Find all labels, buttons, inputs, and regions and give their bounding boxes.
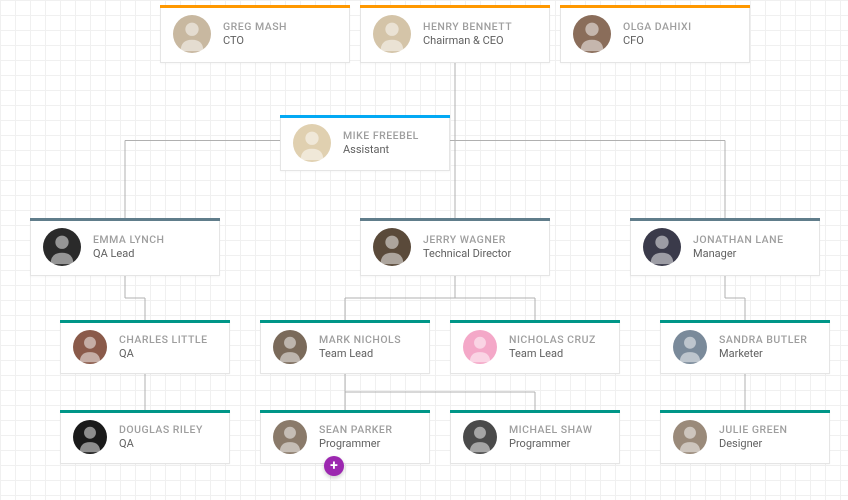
person-role: Team Lead xyxy=(319,347,401,361)
avatar xyxy=(173,15,211,53)
card-accent xyxy=(660,320,830,323)
card-info: JULIE GREENDesigner xyxy=(719,423,787,451)
org-card-mike[interactable]: MIKE FREEBELAssistant xyxy=(280,115,450,171)
org-card-michael[interactable]: MICHAEL SHAWProgrammer xyxy=(450,410,620,464)
org-card-charles[interactable]: CHARLES LITTLEQA xyxy=(60,320,230,374)
org-card-olga[interactable]: OLGA DAHIXICFO xyxy=(560,5,750,63)
card-info: JERRY WAGNERTechnical Director xyxy=(423,233,511,261)
avatar xyxy=(643,228,681,266)
card-accent xyxy=(160,5,350,8)
org-card-julie[interactable]: JULIE GREENDesigner xyxy=(660,410,830,464)
card-info: MICHAEL SHAWProgrammer xyxy=(509,423,593,451)
org-card-nicholas[interactable]: NICHOLAS CRUZTeam Lead xyxy=(450,320,620,374)
person-name: MARK NICHOLS xyxy=(319,333,401,347)
person-name: MIKE FREEBEL xyxy=(343,129,419,143)
card-accent xyxy=(360,218,550,221)
card-info: JONATHAN LANEManager xyxy=(693,233,784,261)
person-role: QA xyxy=(119,437,203,451)
org-card-jerry[interactable]: JERRY WAGNERTechnical Director xyxy=(360,218,550,276)
org-card-sandra[interactable]: SANDRA BUTLERMarketer xyxy=(660,320,830,374)
person-name: EMMA LYNCH xyxy=(93,233,165,247)
avatar xyxy=(573,15,611,53)
person-role: CFO xyxy=(623,34,692,48)
avatar xyxy=(293,124,331,162)
card-accent xyxy=(560,5,750,8)
card-accent xyxy=(630,218,820,221)
card-accent xyxy=(30,218,220,221)
card-accent xyxy=(450,320,620,323)
card-accent xyxy=(660,410,830,413)
person-name: SANDRA BUTLER xyxy=(719,333,807,347)
person-role: Manager xyxy=(693,247,784,261)
person-role: QA xyxy=(119,347,208,361)
avatar xyxy=(273,420,307,454)
card-info: SEAN PARKERProgrammer xyxy=(319,423,392,451)
card-accent xyxy=(260,410,430,413)
card-accent xyxy=(60,410,230,413)
org-card-sean[interactable]: SEAN PARKERProgrammer xyxy=(260,410,430,464)
card-accent xyxy=(450,410,620,413)
person-role: Team Lead xyxy=(509,347,596,361)
person-role: QA Lead xyxy=(93,247,165,261)
card-info: GREG MASHCTO xyxy=(223,20,287,48)
person-name: SEAN PARKER xyxy=(319,423,392,437)
person-name: HENRY BENNETT xyxy=(423,20,512,34)
org-card-greg[interactable]: GREG MASHCTO xyxy=(160,5,350,63)
person-name: JONATHAN LANE xyxy=(693,233,784,247)
person-role: Marketer xyxy=(719,347,807,361)
org-card-mark[interactable]: MARK NICHOLSTeam Lead xyxy=(260,320,430,374)
person-role: Programmer xyxy=(319,437,392,451)
card-info: DOUGLAS RILEYQA xyxy=(119,423,203,451)
person-role: Technical Director xyxy=(423,247,511,261)
person-name: DOUGLAS RILEY xyxy=(119,423,203,437)
person-name: NICHOLAS CRUZ xyxy=(509,333,596,347)
card-info: NICHOLAS CRUZTeam Lead xyxy=(509,333,596,361)
person-name: CHARLES LITTLE xyxy=(119,333,208,347)
person-role: Designer xyxy=(719,437,787,451)
person-name: JULIE GREEN xyxy=(719,423,787,437)
person-name: JERRY WAGNER xyxy=(423,233,511,247)
card-info: HENRY BENNETTChairman & CEO xyxy=(423,20,512,48)
card-info: CHARLES LITTLEQA xyxy=(119,333,208,361)
card-accent xyxy=(260,320,430,323)
org-card-douglas[interactable]: DOUGLAS RILEYQA xyxy=(60,410,230,464)
avatar xyxy=(273,330,307,364)
plus-icon: + xyxy=(330,458,338,474)
person-role: Assistant xyxy=(343,143,419,157)
avatar xyxy=(373,228,411,266)
person-name: OLGA DAHIXI xyxy=(623,20,692,34)
avatar xyxy=(73,330,107,364)
avatar xyxy=(463,330,497,364)
avatar xyxy=(73,420,107,454)
avatar xyxy=(43,228,81,266)
person-role: CTO xyxy=(223,34,287,48)
org-card-henry[interactable]: HENRY BENNETTChairman & CEO xyxy=(360,5,550,63)
org-card-emma[interactable]: EMMA LYNCHQA Lead xyxy=(30,218,220,276)
avatar xyxy=(373,15,411,53)
card-info: MIKE FREEBELAssistant xyxy=(343,129,419,157)
add-node-button[interactable]: + xyxy=(324,456,344,476)
org-card-jonathan[interactable]: JONATHAN LANEManager xyxy=(630,218,820,276)
avatar xyxy=(673,420,707,454)
card-info: MARK NICHOLSTeam Lead xyxy=(319,333,401,361)
card-info: OLGA DAHIXICFO xyxy=(623,20,692,48)
card-accent xyxy=(60,320,230,323)
person-role: Programmer xyxy=(509,437,593,451)
avatar xyxy=(673,330,707,364)
card-accent xyxy=(280,115,450,118)
avatar xyxy=(463,420,497,454)
card-info: SANDRA BUTLERMarketer xyxy=(719,333,807,361)
card-accent xyxy=(360,5,550,8)
person-name: MICHAEL SHAW xyxy=(509,423,593,437)
card-info: EMMA LYNCHQA Lead xyxy=(93,233,165,261)
person-name: GREG MASH xyxy=(223,20,287,34)
person-role: Chairman & CEO xyxy=(423,34,512,48)
